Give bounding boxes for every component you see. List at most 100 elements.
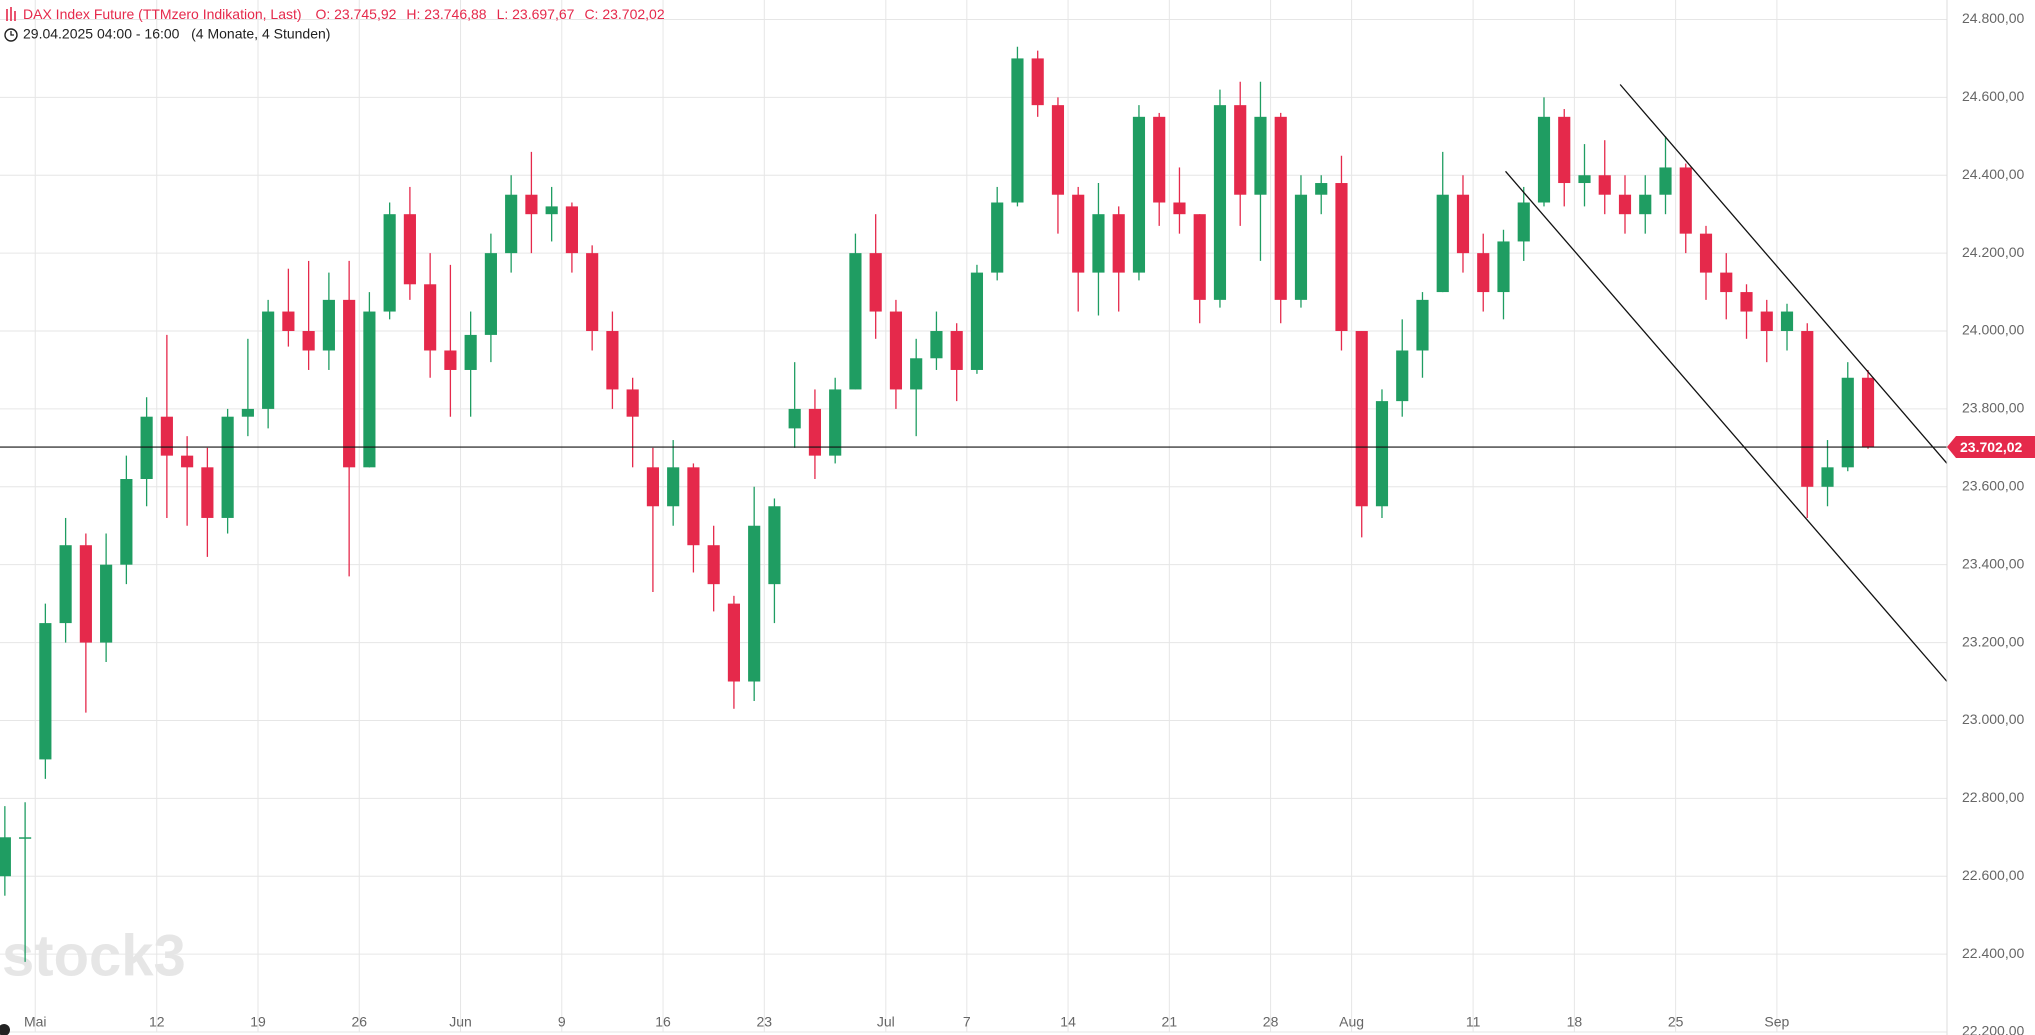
candle-body [363, 311, 376, 468]
x-tick-label: Sep [1764, 1014, 1789, 1030]
candle-body [343, 299, 356, 468]
candle-body [889, 311, 903, 390]
candle-body [1375, 401, 1389, 507]
candle-body [1639, 194, 1652, 215]
x-tick-label: 11 [1466, 1014, 1481, 1030]
candle-body [79, 545, 92, 643]
candle-body [302, 331, 315, 351]
ohlc-field: C: 23.702,02 [584, 6, 664, 22]
candle-body [160, 416, 173, 456]
candle-body [565, 206, 578, 254]
x-tick-label: Jul [877, 1014, 895, 1030]
subtitle: 29.04.2025 04:00 - 16:00 (4 Monate, 4 St… [23, 26, 330, 42]
candle-body [1456, 194, 1470, 254]
y-tick-label: 23.800,00 [1962, 400, 2024, 416]
candle-body [1477, 253, 1490, 293]
candle-body [484, 253, 497, 335]
x-tick-label: 14 [1060, 1014, 1076, 1030]
x-tick-label: 19 [250, 1014, 266, 1030]
x-tick-label: Aug [1339, 1014, 1364, 1030]
candle-body [525, 194, 538, 215]
candle-body [444, 350, 457, 370]
candle-body [646, 467, 659, 507]
candle-body [1396, 350, 1409, 402]
trend-line [1619, 84, 1948, 464]
candle-body [1517, 202, 1530, 242]
candle-body [100, 564, 113, 643]
ohlc-field: L: 23.697,67 [497, 6, 575, 22]
clock-hand [10, 31, 14, 36]
candle-body [788, 408, 801, 429]
candle-body [424, 284, 437, 351]
trend-line [1505, 170, 1948, 682]
candle-body [1720, 272, 1733, 293]
instrument-name: DAX Index Future (TTMzero Indikation, La… [23, 6, 302, 22]
candle-body [39, 623, 52, 760]
clock-icon [4, 28, 18, 42]
candle-body [970, 272, 984, 370]
candle-body [19, 837, 32, 839]
candle-body [1153, 116, 1166, 203]
candle-body [1801, 331, 1814, 487]
candle-body [707, 545, 720, 585]
candle-body [1132, 116, 1146, 273]
x-tick-label: Jun [449, 1014, 472, 1030]
watermark: stock3 [2, 923, 186, 988]
y-tick-label: 22.200,00 [1962, 1023, 2024, 1035]
candle-body [1578, 175, 1591, 184]
candle-body [1416, 299, 1429, 351]
candle-body [1072, 194, 1085, 273]
candle-body [1335, 183, 1348, 332]
candle-body [383, 214, 396, 312]
candle-body [1011, 58, 1024, 203]
candle-body [849, 253, 862, 390]
x-tick-label: 7 [963, 1014, 971, 1030]
candle-body [1031, 58, 1044, 106]
candle-body [1537, 116, 1551, 203]
x-tick-label: 9 [558, 1014, 566, 1030]
candle-body [1274, 116, 1287, 300]
y-tick-label: 24.600,00 [1962, 88, 2024, 104]
candle-body [1234, 105, 1247, 195]
candle-body [1841, 377, 1854, 468]
candle-body [1618, 194, 1632, 215]
candle-body [1659, 167, 1672, 195]
candle-body [1740, 292, 1753, 312]
candle-body [667, 467, 680, 507]
x-tick-label: 21 [1162, 1014, 1178, 1030]
y-tick-label: 22.800,00 [1962, 789, 2024, 805]
candle-body [403, 214, 416, 285]
candle-body [1254, 116, 1267, 195]
candle-body [586, 253, 599, 332]
candle-body [1315, 183, 1328, 195]
y-tick-label: 24.800,00 [1962, 10, 2024, 26]
candle-body [120, 479, 133, 565]
candle-body [1436, 194, 1449, 293]
candle-body [545, 206, 558, 215]
candle-body [991, 202, 1004, 273]
candle-body [262, 311, 275, 409]
candle-body [1051, 105, 1065, 195]
candle-body [140, 416, 153, 480]
candle-body [1355, 331, 1368, 507]
candle-body [1699, 233, 1713, 273]
last-price-label: 23.702,02 [1960, 439, 2022, 455]
header: DAX Index Future (TTMzero Indikation, La… [23, 6, 665, 22]
y-tick-label: 24.400,00 [1962, 166, 2024, 182]
candle-body [1558, 116, 1571, 184]
candle-body [1193, 214, 1206, 300]
y-tick-label: 24.000,00 [1962, 322, 2024, 338]
candle-body [930, 331, 943, 359]
x-tick-label: 25 [1668, 1014, 1684, 1030]
candle-body [808, 408, 822, 456]
candle-body [1598, 175, 1611, 195]
candle-body [1294, 194, 1308, 300]
candle-body [1213, 105, 1227, 300]
candle-body [0, 837, 11, 877]
candle-body [869, 253, 882, 312]
x-tick-label: 18 [1567, 1014, 1583, 1030]
plot [0, 46, 1948, 962]
ohlc-field: H: 23.746,88 [406, 6, 486, 22]
